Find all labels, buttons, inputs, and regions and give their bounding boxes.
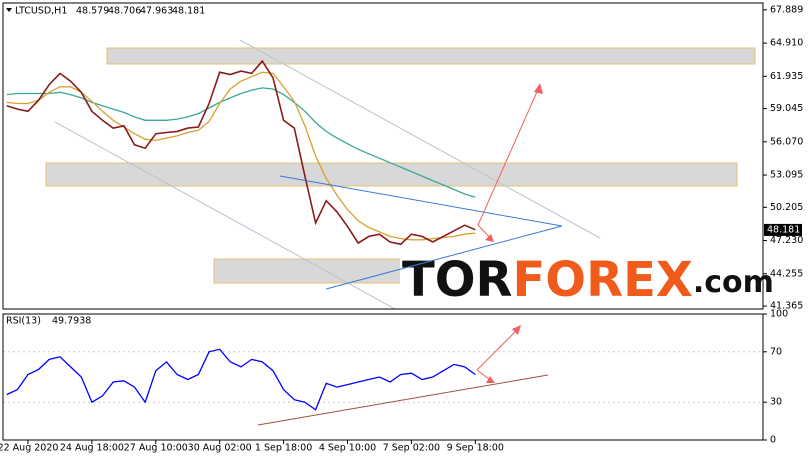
y-tick-label: 47.230 [770,235,803,246]
series-line [6,59,476,246]
rsi-value: 49.7938 [52,316,91,327]
low: 47.963 [140,6,173,17]
triangle-line [325,225,563,290]
y-tick-label: 61.935 [770,71,803,82]
y-tick-label: 100 [770,309,788,320]
x-tick-label: 7 Sep 02:00 [383,443,440,454]
y-tick-label: 64.910 [770,38,803,49]
channel-line [54,121,397,309]
y-tick-label: 59.045 [770,103,803,114]
watermark-part: FOREX [513,252,693,308]
close: 48.181 [172,6,205,17]
y-tick-label: 70 [770,346,782,357]
watermark-text: TORFOREX.com [402,252,774,308]
y-tick-label: 50.205 [770,202,803,213]
price-plot [6,59,476,246]
rsi-title: RSI(13) [6,316,41,327]
x-tick-label: 1 Sep 18:00 [255,443,312,454]
arrow [476,326,521,371]
y-tick-label: 67.889 [770,4,803,15]
rsi-plot [3,314,763,440]
rsi-drawings [257,325,549,426]
watermark-part: TOR [402,252,513,308]
triangle-line [279,175,563,227]
x-tick-label: 4 Sep 10:00 [319,443,376,454]
y-tick-label: 41.365 [770,301,803,312]
arrow-head [486,376,495,383]
price-frame [2,2,764,310]
open: 48.579 [76,6,109,17]
x-tick-label: 24 Aug 18:00 [60,443,124,454]
x-tick-label: 30 Aug 02:00 [188,443,252,454]
rsi-frame [2,313,764,441]
arrow-head [485,234,494,242]
arrow-head [512,325,521,335]
last-price-box [764,223,802,236]
x-tick-label: 22 Aug 2020 [0,443,58,454]
y-tick-label: 0 [770,435,776,446]
zone [106,47,756,65]
y-tick-label: 30 [770,397,782,408]
header-icon [6,8,12,12]
arrow [477,84,541,226]
watermark: TORFOREX.com [400,252,774,308]
channel-line [239,39,601,239]
y-tick-label: 56.070 [770,136,803,147]
watermark-bg [400,254,758,304]
symbol: LTCUSD,H1 [15,6,67,17]
watermark-part: .com [693,265,774,300]
last-price-label: 48.181 [767,224,800,235]
y-tick-label: 44.255 [770,268,803,279]
x-tick-label: 9 Sep 18:00 [447,443,504,454]
y-tick-label: 53.095 [770,170,803,181]
drawings [279,83,563,290]
series-line [6,71,476,241]
arrow-head [534,83,543,94]
x-tick-label: 27 Aug 10:00 [124,443,188,454]
series-line [6,348,476,411]
trend-line [257,374,549,426]
high: 48.706 [108,6,141,17]
